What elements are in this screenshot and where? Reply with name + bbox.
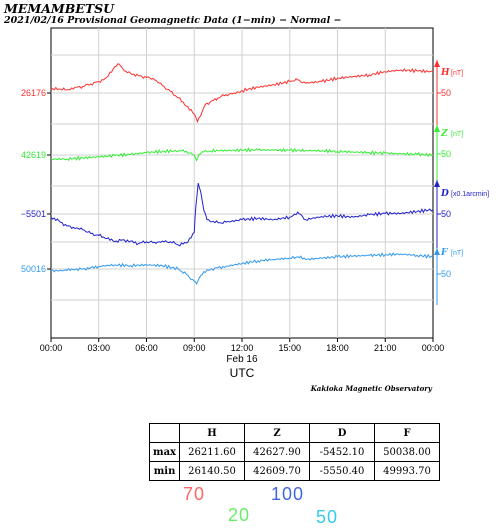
stats-cell: -5452.10: [309, 442, 376, 462]
data-lines: [50, 63, 434, 286]
component-label-h: H: [440, 68, 450, 78]
x-tick-label: 15:00: [278, 343, 301, 353]
baseline-label-d: −5501: [21, 209, 46, 219]
stats-cell: 26211.60: [179, 442, 246, 462]
credit-label: Kakioka Magnetic Observatory: [310, 384, 433, 393]
stats-corner-cell: [148, 423, 181, 443]
component-unit-z: [nT]: [451, 131, 463, 138]
baseline-label-f: 50016: [21, 264, 46, 274]
stats-header-f: F: [374, 423, 441, 443]
stats-row-label: max: [148, 442, 181, 462]
component-unit-d: [x0.1arcmin]: [451, 191, 489, 198]
stats-cell: 42609.70: [244, 461, 311, 481]
x-tick-label: 09:00: [183, 343, 206, 353]
x-tick-label: 03:00: [87, 343, 110, 353]
stats-cell: 49993.70: [374, 461, 441, 481]
right-axis-arrow-d: [434, 180, 440, 187]
stats-row-min: min 26140.50 42609.70 -5550.40 49993.70: [148, 461, 441, 481]
stats-cell: 26140.50: [179, 461, 246, 481]
scale-legend-z: 20: [228, 505, 251, 525]
right-scale-axes: H [nT]50Z [nT]50D [x0.1arcmin]50F [nT]50: [434, 60, 489, 305]
station-title: MEMAMBETSU: [4, 1, 115, 16]
right-axis-arrow-h: [434, 60, 440, 67]
x-tick-label: 18:00: [326, 343, 349, 353]
stats-header-d: D: [309, 423, 376, 443]
stats-row-max: max 26211.60 42627.90 -5452.10 50038.00: [148, 442, 441, 462]
baseline-label-z: 42619: [21, 150, 46, 160]
x-tick-label: 00:00: [40, 343, 63, 353]
x-axis-label: UTC: [230, 366, 255, 380]
scale-legend-f: 50: [316, 507, 339, 527]
stats-cell: 50038.00: [374, 442, 441, 462]
scale-legend-d: 100: [271, 484, 305, 504]
x-axis-ticks: 00:00 03:00 06:00 09:00 12:00 15:00 18:00 21:00…: [40, 338, 445, 353]
series-line-f: [50, 252, 434, 286]
stats-cell: -5550.40: [309, 461, 376, 481]
series-line-z: [50, 147, 434, 162]
stats-header-z: Z: [244, 423, 311, 443]
scale-label-d: 50: [441, 209, 451, 219]
stats-table: H Z D F max 26211.60 42627.90 -5452.10 5…: [148, 423, 441, 481]
x-tick-label: 21:00: [374, 343, 397, 353]
magnetogram-chart: 00:00 03:00 06:00 09:00 12:00 15:00 18:00 21:00…: [21, 27, 489, 393]
right-axis-arrow-z: [434, 125, 440, 132]
scale-label-f: 50: [441, 269, 451, 279]
x-tick-label: 12:00: [231, 343, 254, 353]
component-unit-f: [nT]: [451, 250, 463, 257]
right-axis-arrow-f: [434, 248, 440, 255]
scale-legend-h: 70: [183, 484, 206, 504]
series-line-h: [50, 63, 434, 124]
stats-header-h: H: [179, 423, 246, 443]
x-tick-label: 06:00: [135, 343, 158, 353]
x-tick-label: 00:00: [422, 343, 445, 353]
component-label-d: D: [440, 189, 449, 199]
scale-label-h: 50: [441, 88, 451, 98]
component-unit-h: [nT]: [451, 70, 463, 77]
baseline-label-h: 26176: [21, 88, 46, 98]
chart-subtitle: 2021/02/16 Provisional Geomagnetic Data …: [4, 15, 342, 26]
component-label-f: F: [440, 248, 448, 258]
stats-cell: 42627.90: [244, 442, 311, 462]
scale-label-z: 50: [441, 149, 451, 159]
stats-header-row: H Z D F: [148, 423, 441, 443]
stats-row-label: min: [148, 461, 181, 481]
series-line-d: [50, 182, 434, 247]
baseline-labels: 26176 42619 −5501 50016: [21, 88, 51, 274]
component-label-z: Z: [440, 129, 448, 139]
x-date-label: Feb 16: [226, 354, 258, 365]
